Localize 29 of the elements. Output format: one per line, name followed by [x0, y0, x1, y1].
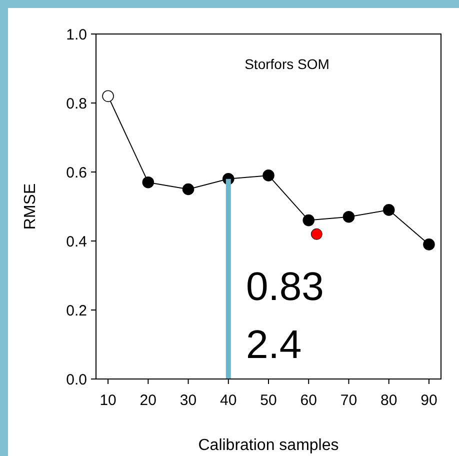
point [262, 170, 274, 182]
x-tick-label: 60 [300, 392, 317, 409]
point [310, 228, 322, 240]
text: Storfors SOM [244, 56, 330, 72]
x-tick-label: 30 [180, 392, 197, 409]
x-tick-label: 40 [220, 392, 237, 409]
x-tick-label: 70 [340, 392, 358, 409]
annotation: 0.83 [246, 265, 324, 309]
x-axis-title: Calibration samples [198, 437, 339, 454]
x-tick-label: 90 [420, 392, 438, 409]
annotation: 2.4 [246, 323, 302, 367]
y-tick-label: 0.0 [66, 371, 87, 388]
point [423, 238, 435, 250]
y-tick-label: 0.8 [66, 95, 87, 112]
point [342, 210, 355, 223]
point [102, 90, 114, 102]
x-tick-label: 20 [140, 392, 156, 409]
y-tick-label: 1.0 [66, 26, 87, 44]
point [382, 204, 395, 216]
y-tick-label: 0.4 [66, 233, 87, 250]
point [142, 176, 154, 188]
y-tick-label: 0.6 [66, 164, 87, 182]
y-tick-label: 0.2 [66, 302, 87, 320]
x-tick-label: 10 [100, 392, 116, 409]
point [302, 214, 315, 226]
x-tick-label: 50 [260, 392, 277, 409]
point [182, 183, 194, 196]
y-axis-title: RMSE [22, 183, 39, 230]
x-tick-label: 80 [380, 392, 398, 409]
